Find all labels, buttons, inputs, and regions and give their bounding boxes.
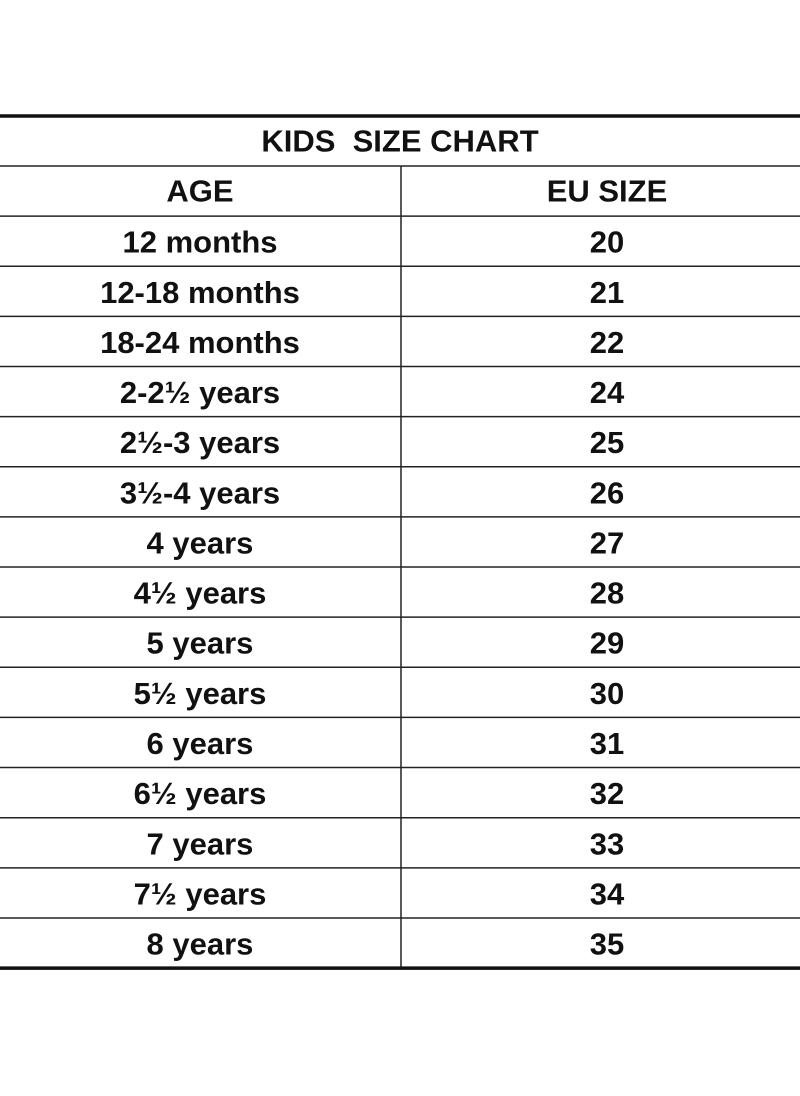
size-cell: 22 — [590, 325, 624, 360]
size-cell: 26 — [590, 475, 624, 510]
age-cell: 7 years — [147, 826, 254, 861]
age-cell: 5½ years — [134, 676, 267, 711]
size-cell: 30 — [590, 676, 624, 711]
size-cell: 33 — [590, 826, 624, 861]
age-cell: 7½ years — [134, 876, 267, 911]
age-cell: 2½-3 years — [120, 425, 280, 460]
size-cell: 34 — [590, 876, 625, 911]
size-cell: 24 — [590, 375, 625, 410]
age-cell: 6½ years — [134, 776, 267, 811]
table-title: KIDS SIZE CHART — [261, 124, 538, 159]
size-cell: 27 — [590, 525, 624, 560]
size-cell: 29 — [590, 626, 624, 661]
age-cell: 6 years — [147, 726, 254, 761]
size-cell: 31 — [590, 726, 624, 761]
age-cell: 3½-4 years — [120, 475, 280, 510]
header-cell: EU SIZE — [547, 174, 668, 209]
size-cell: 28 — [590, 576, 624, 611]
header-cell: AGE — [166, 174, 233, 209]
size-cell: 25 — [590, 425, 624, 460]
age-cell: 4 years — [147, 525, 254, 560]
age-cell: 12-18 months — [100, 275, 300, 310]
size-cell: 35 — [590, 927, 624, 962]
size-cell: 21 — [590, 275, 624, 310]
age-cell: 18-24 months — [100, 325, 300, 360]
age-cell: 8 years — [147, 927, 254, 962]
age-cell: 2-2½ years — [120, 375, 280, 410]
age-cell: 4½ years — [134, 576, 267, 611]
size-cell: 20 — [590, 225, 624, 260]
size-cell: 32 — [590, 776, 624, 811]
age-cell: 5 years — [147, 626, 254, 661]
age-cell: 12 months — [122, 225, 277, 260]
